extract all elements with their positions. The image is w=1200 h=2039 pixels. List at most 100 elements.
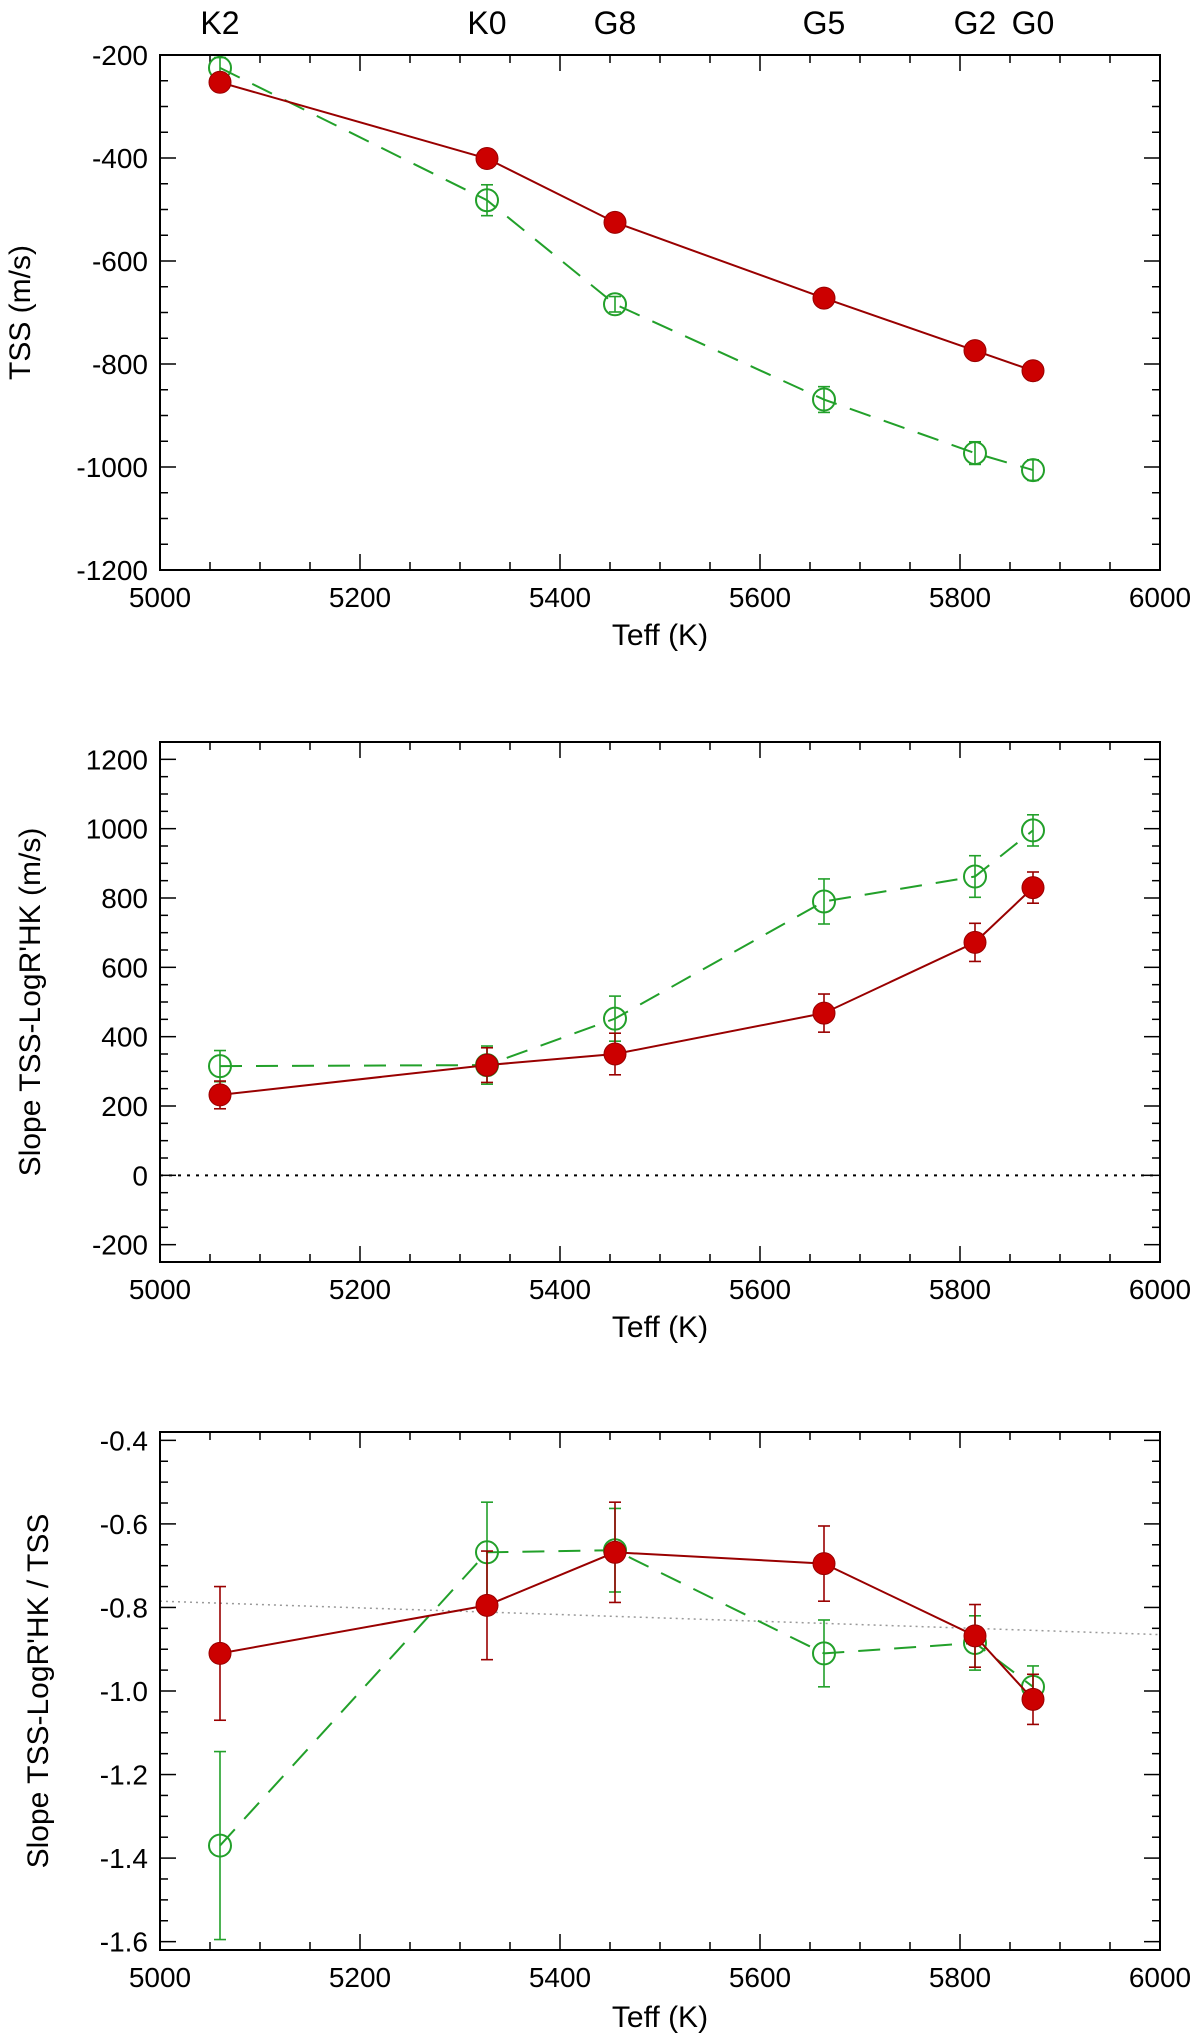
data-point-filled bbox=[475, 1053, 499, 1077]
y-tick-label: -1.6 bbox=[100, 1927, 148, 1958]
spectral-type-label: G2 bbox=[954, 5, 997, 41]
x-tick-label: 5800 bbox=[929, 582, 991, 613]
series-line bbox=[219, 1549, 1034, 1847]
y-tick-label: -1.2 bbox=[100, 1760, 148, 1791]
series-line bbox=[219, 886, 1034, 1096]
y-tick-label: 0 bbox=[132, 1160, 148, 1191]
data-point-filled bbox=[963, 339, 987, 363]
y-tick-label: -800 bbox=[92, 349, 148, 380]
series-open bbox=[208, 813, 1045, 1085]
x-tick-label: 6000 bbox=[1129, 1962, 1191, 1993]
spectral-type-label: G5 bbox=[803, 5, 846, 41]
data-point-filled bbox=[475, 1593, 499, 1617]
data-point-open bbox=[963, 864, 987, 889]
data-point-filled bbox=[1021, 876, 1045, 900]
trend-line bbox=[159, 1600, 1161, 1636]
spectral-type-label: G0 bbox=[1012, 5, 1055, 41]
chart-panel-2: 5000 5200 5400 5600 5800 6000 -200 0 200 400 600 80… bbox=[14, 741, 1191, 1344]
x-tick-label: 5600 bbox=[729, 582, 791, 613]
series-filled bbox=[208, 1501, 1045, 1726]
data-point-filled bbox=[963, 930, 987, 954]
y-tick-label: -600 bbox=[92, 246, 148, 277]
y-tick-label: -0.8 bbox=[100, 1592, 148, 1623]
x-tick-label: 5000 bbox=[129, 1962, 191, 1993]
data-point-filled bbox=[1021, 1687, 1045, 1711]
series-line bbox=[219, 66, 1034, 472]
x-tick-label: 5400 bbox=[529, 1962, 591, 1993]
x-tick-label: 5000 bbox=[129, 1274, 191, 1305]
series-line bbox=[219, 829, 1034, 1068]
y-tick-label: -200 bbox=[92, 1230, 148, 1261]
data-point-filled bbox=[963, 1624, 987, 1648]
x-axis-title: Teff (K) bbox=[612, 619, 708, 652]
data-point-open bbox=[208, 1054, 232, 1079]
x-tick-label: 5000 bbox=[129, 582, 191, 613]
data-point-filled bbox=[475, 147, 499, 171]
data-point-filled bbox=[812, 1552, 836, 1576]
y-tick-label: -1200 bbox=[76, 555, 148, 586]
chart-panel-3: 5000 5200 5400 5600 5800 6000 -1.6 -1.4 -1.2 -1.0… bbox=[22, 1425, 1191, 2034]
y-tick-label: -0.4 bbox=[100, 1425, 148, 1456]
chart-panel-1: 5000 5200 5400 5600 5800 6000 -1200 -1000 -800 -6… bbox=[4, 40, 1191, 652]
y-tick-label: -200 bbox=[92, 40, 148, 71]
x-tick-label: 5800 bbox=[929, 1962, 991, 1993]
data-point-open bbox=[475, 188, 499, 213]
series-line bbox=[219, 81, 1034, 372]
data-point-filled bbox=[812, 286, 836, 310]
data-point-filled bbox=[208, 1641, 232, 1665]
y-tick-label: -400 bbox=[92, 143, 148, 174]
series-open bbox=[208, 55, 1045, 483]
y-tick-label: -1.4 bbox=[100, 1843, 148, 1874]
data-point-filled bbox=[1021, 359, 1045, 383]
data-point-open bbox=[812, 387, 836, 412]
y-tick-label: -1000 bbox=[76, 452, 148, 483]
data-point-open bbox=[603, 292, 627, 317]
series-filled bbox=[208, 70, 1045, 383]
x-tick-label: 5800 bbox=[929, 1274, 991, 1305]
data-point-filled bbox=[208, 1083, 232, 1107]
data-point-open bbox=[208, 1833, 232, 1858]
plot-frame bbox=[159, 54, 1161, 571]
y-tick-label: 400 bbox=[101, 1022, 148, 1053]
y-axis-title: Slope TSS-LogR'HK / TSS bbox=[22, 1514, 55, 1869]
data-point-filled bbox=[208, 70, 232, 94]
y-axis-title: Slope TSS-LogR'HK (m/s) bbox=[14, 828, 47, 1177]
y-tick-label: 1200 bbox=[86, 744, 148, 775]
data-point-open bbox=[963, 441, 987, 466]
x-tick-label: 5400 bbox=[529, 582, 591, 613]
series-line bbox=[219, 1551, 1034, 1701]
spectral-type-label: K2 bbox=[200, 5, 239, 41]
x-tick-label: 5200 bbox=[329, 1274, 391, 1305]
data-point-filled bbox=[603, 1042, 627, 1066]
x-tick-label: 6000 bbox=[1129, 582, 1191, 613]
y-axis-title: TSS (m/s) bbox=[4, 245, 37, 380]
x-axis-title: Teff (K) bbox=[612, 1311, 708, 1344]
y-tick-label: -1.0 bbox=[100, 1676, 148, 1707]
data-point-open bbox=[1021, 458, 1045, 483]
data-point-filled bbox=[603, 1540, 627, 1564]
data-point-open bbox=[812, 889, 836, 914]
y-tick-label: 800 bbox=[101, 883, 148, 914]
y-tick-label: -0.6 bbox=[100, 1509, 148, 1540]
spectral-type-label: K0 bbox=[467, 5, 506, 41]
x-tick-label: 5600 bbox=[729, 1274, 791, 1305]
y-tick-label: 600 bbox=[101, 952, 148, 983]
y-tick-label: 200 bbox=[101, 1091, 148, 1122]
data-point-open bbox=[812, 1641, 836, 1666]
x-tick-label: 6000 bbox=[1129, 1274, 1191, 1305]
y-tick-label: 1000 bbox=[86, 814, 148, 845]
series-open bbox=[208, 1501, 1045, 1941]
data-point-open bbox=[1021, 818, 1045, 843]
data-point-open bbox=[603, 1006, 627, 1031]
spectral-type-label: G8 bbox=[594, 5, 637, 41]
x-tick-label: 5200 bbox=[329, 1962, 391, 1993]
data-point-filled bbox=[603, 210, 627, 234]
series-filled bbox=[208, 871, 1045, 1110]
x-tick-label: 5400 bbox=[529, 1274, 591, 1305]
x-tick-label: 5600 bbox=[729, 1962, 791, 1993]
plot-frame bbox=[159, 1431, 1161, 1951]
x-tick-label: 5200 bbox=[329, 582, 391, 613]
x-axis-title: Teff (K) bbox=[612, 2001, 708, 2034]
plot-frame bbox=[159, 741, 1161, 1263]
